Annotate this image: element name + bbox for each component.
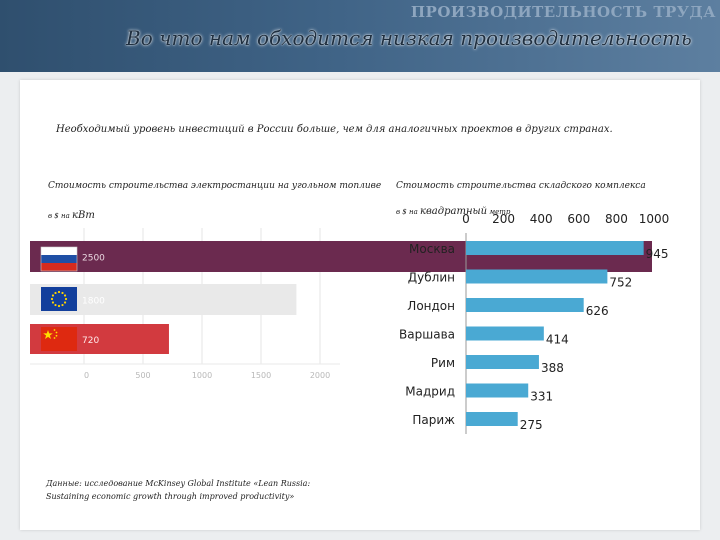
left-value-label: 2500 bbox=[82, 254, 105, 264]
eu-star bbox=[54, 303, 57, 307]
eu-star bbox=[57, 290, 61, 294]
eu-star bbox=[64, 297, 68, 301]
header-watermark: ПРОИЗВОДИТЕЛЬНОСТЬ ТРУДА bbox=[410, 3, 716, 21]
right-value-label: 388 bbox=[541, 361, 564, 375]
eu-star bbox=[63, 294, 67, 297]
right-chart-unit: в $ на квадратный метр bbox=[396, 199, 510, 218]
left-value-label: 720 bbox=[82, 336, 99, 346]
right-category-label: Дублин bbox=[408, 271, 455, 285]
eu-star bbox=[57, 304, 61, 308]
right-tick-label: 400 bbox=[530, 212, 553, 226]
right-category-label: Москва bbox=[409, 242, 455, 256]
right-category-label: Варшава bbox=[399, 328, 455, 342]
right-value-label: 414 bbox=[546, 333, 569, 347]
eu-star bbox=[51, 294, 55, 297]
right-unit-prefix: в $ на bbox=[396, 208, 420, 216]
right-category-label: Лондон bbox=[407, 299, 455, 313]
right-bar bbox=[466, 326, 544, 341]
right-bar bbox=[466, 355, 539, 369]
right-value-label: 331 bbox=[530, 390, 553, 404]
left-tick-label: 2000 bbox=[310, 371, 330, 380]
right-tick-label: 600 bbox=[567, 212, 590, 226]
flag-eu-icon bbox=[41, 287, 77, 311]
left-chart-title: Стоимость строительства электростанции н… bbox=[48, 181, 382, 191]
left-value-label: 1800 bbox=[82, 297, 105, 307]
right-tick-label: 800 bbox=[605, 212, 628, 226]
right-bar bbox=[466, 383, 529, 398]
left-tick-label: 500 bbox=[135, 371, 150, 380]
left-tick-label: 1500 bbox=[251, 371, 271, 380]
right-unit-suffix: метр bbox=[487, 208, 511, 216]
right-category-label: Рим bbox=[431, 356, 455, 370]
right-category-label: Париж bbox=[412, 413, 455, 427]
intro-text: Необходимый уровень инвестиций в России … bbox=[56, 124, 613, 135]
eu-star bbox=[50, 297, 54, 301]
right-tick-label: 1000 bbox=[639, 212, 670, 226]
slide-title: Во что нам обходится низкая производител… bbox=[126, 26, 692, 50]
right-tick-label: 200 bbox=[492, 212, 515, 226]
eu-star bbox=[63, 301, 67, 304]
right-bar bbox=[466, 269, 608, 284]
flag-russia-icon bbox=[40, 246, 78, 272]
right-value-label: 752 bbox=[609, 276, 632, 290]
eu-star bbox=[61, 291, 64, 295]
right-tick-label: 0 bbox=[462, 212, 470, 226]
slide-header: ПРОИЗВОДИТЕЛЬНОСТЬ ТРУДА Во что нам обхо… bbox=[0, 0, 720, 72]
right-unit-main: квадратный bbox=[420, 206, 488, 217]
right-bar bbox=[466, 241, 644, 255]
right-value-label: 626 bbox=[586, 304, 609, 318]
right-value-label: 275 bbox=[520, 418, 543, 432]
left-unit-main: кВт bbox=[72, 210, 95, 221]
source-note: Данные: исследование McKinsey Global Ins… bbox=[46, 479, 311, 501]
left-tick-label: 0 bbox=[84, 371, 89, 380]
right-bar bbox=[466, 412, 518, 426]
eu-star bbox=[61, 303, 64, 307]
eu-star bbox=[54, 291, 57, 295]
left-tick-label: 1000 bbox=[192, 371, 212, 380]
eu-star bbox=[51, 301, 55, 304]
right-chart-title: Стоимость строительства складского компл… bbox=[396, 181, 646, 191]
right-value-label: 945 bbox=[646, 247, 669, 261]
left-chart-unit: в $ на кВт bbox=[48, 203, 95, 222]
left-unit-prefix: в $ на bbox=[48, 212, 72, 220]
right-category-label: Мадрид bbox=[405, 385, 455, 399]
flag-china-icon bbox=[41, 327, 77, 351]
right-bar bbox=[466, 298, 584, 312]
